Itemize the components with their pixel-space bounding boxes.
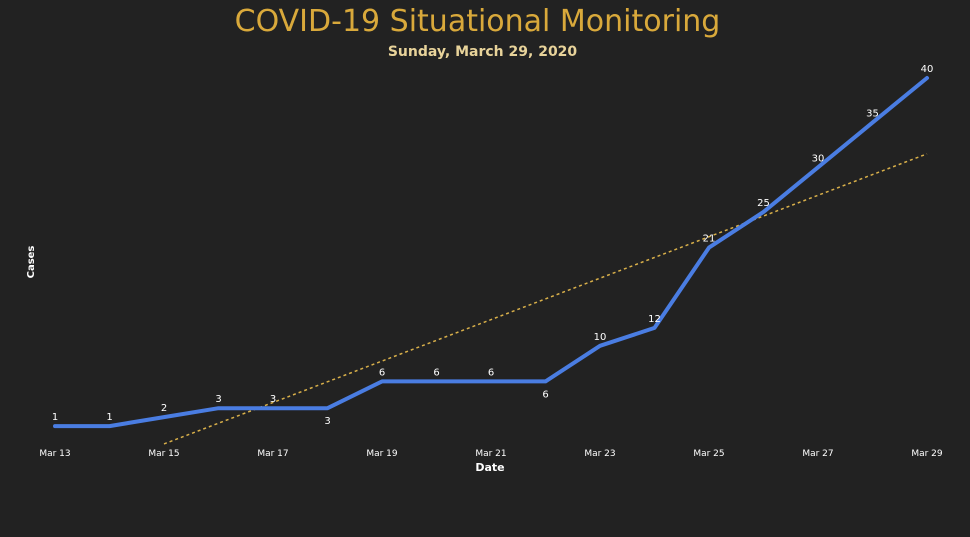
data-label: 6 [542,389,548,400]
x-tick-label: Mar 15 [148,449,179,459]
x-tick-label: Mar 29 [911,449,943,459]
page-title: COVID-19 Situational Monitoring [234,4,721,39]
data-label: 6 [379,367,385,378]
x-axis-label: Date [475,461,504,474]
x-tick-label: Mar 13 [39,449,70,459]
series-line [53,76,929,429]
page-subtitle: Sunday, March 29, 2020 [387,44,578,60]
data-label: 1 [106,412,112,423]
data-label: 3 [215,394,221,405]
data-label: 6 [433,367,439,378]
y-axis-label: Cases [26,246,37,279]
data-label: 2 [161,403,167,414]
data-label: 1 [52,412,58,423]
trendline [163,153,928,445]
x-axis-ticks: Mar 13 Mar 15 Mar 17 Mar 19 Mar 21 Mar 23 Mar … [39,449,943,459]
data-label: 10 [594,332,607,343]
data-label: 30 [812,153,825,164]
x-tick-label: Mar 27 [802,449,833,459]
data-label: 40 [921,64,934,75]
x-tick-label: Mar 19 [366,449,398,459]
data-label: 25 [757,198,770,209]
x-tick-label: Mar 23 [584,449,615,459]
x-tick-label: Mar 21 [475,449,506,459]
data-label: 3 [324,416,330,427]
data-label: 21 [703,234,716,245]
data-label: 35 [866,109,879,120]
data-label: 12 [648,314,661,325]
x-tick-label: Mar 25 [693,449,724,459]
x-tick-label: Mar 17 [257,449,288,459]
data-label: 6 [488,367,494,378]
data-label: 3 [270,394,276,405]
